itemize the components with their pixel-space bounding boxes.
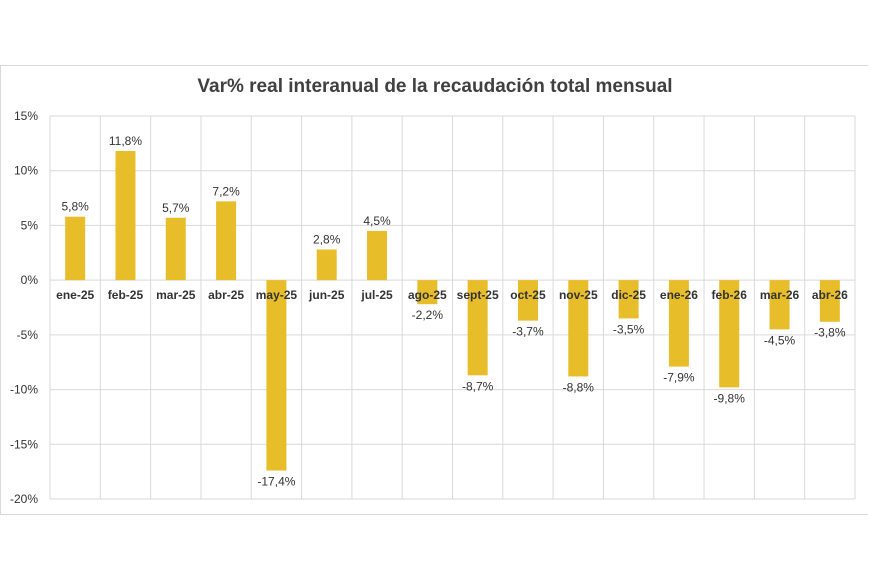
y-tick-label: 10% [14,164,38,178]
bar [819,280,840,322]
x-tick-label: feb-25 [108,288,144,302]
y-tick-label: -10% [10,383,38,397]
data-label: 4,5% [363,214,391,228]
x-tick-label: mar-26 [760,288,800,302]
x-tick-label: abr-26 [812,288,848,302]
bar [668,280,689,367]
data-label: -3,7% [512,325,544,339]
data-label: -3,5% [613,322,645,336]
data-label: -9,8% [714,391,746,405]
y-tick-label: -15% [10,437,38,451]
y-tick-label: -5% [17,328,39,342]
x-tick-label: sept-25 [457,288,499,302]
bar [367,230,388,281]
bar [115,151,136,281]
y-tick-label: 15% [14,109,38,123]
bar [769,280,790,330]
data-label: 5,7% [162,201,190,215]
x-tick-label: oct-25 [510,288,546,302]
bar [467,280,488,376]
data-label: -2,2% [412,308,444,322]
chart-title: Var% real interanual de la recaudación t… [197,76,673,97]
data-label: 11,8% [109,134,142,148]
bar [216,201,237,281]
x-tick-label: abr-25 [208,288,244,302]
data-label: 2,8% [313,233,341,247]
data-label: -3,8% [814,326,846,340]
data-label: 5,8% [61,200,89,214]
x-tick-label: may-25 [256,288,298,302]
data-label: 7,2% [212,184,240,198]
x-tick-label: jul-25 [360,288,393,302]
x-tick-label: dic-25 [611,288,646,302]
x-tick-label: nov-25 [559,288,598,302]
x-tick-label: mar-25 [156,288,196,302]
bar [65,216,86,281]
bar [618,280,639,319]
x-tick-label: ene-26 [660,288,698,302]
data-label: -8,8% [563,380,595,394]
data-label: -4,5% [764,333,796,347]
bar [417,280,438,305]
bar [316,249,337,281]
y-tick-label: 0% [21,273,39,287]
data-label: -17,4% [257,475,295,489]
y-tick-label: -20% [10,492,38,506]
bar [266,280,287,471]
bar [568,280,589,377]
bar [719,280,740,388]
y-tick-label: 5% [21,218,39,232]
data-label: -8,7% [462,379,494,393]
x-tick-label: ago-25 [408,288,447,302]
data-label: -7,9% [663,371,695,385]
bar [517,280,538,321]
bar [165,217,186,281]
x-tick-label: jun-25 [308,288,345,302]
x-tick-label: feb-26 [712,288,748,302]
x-tick-label: ene-25 [56,288,94,302]
